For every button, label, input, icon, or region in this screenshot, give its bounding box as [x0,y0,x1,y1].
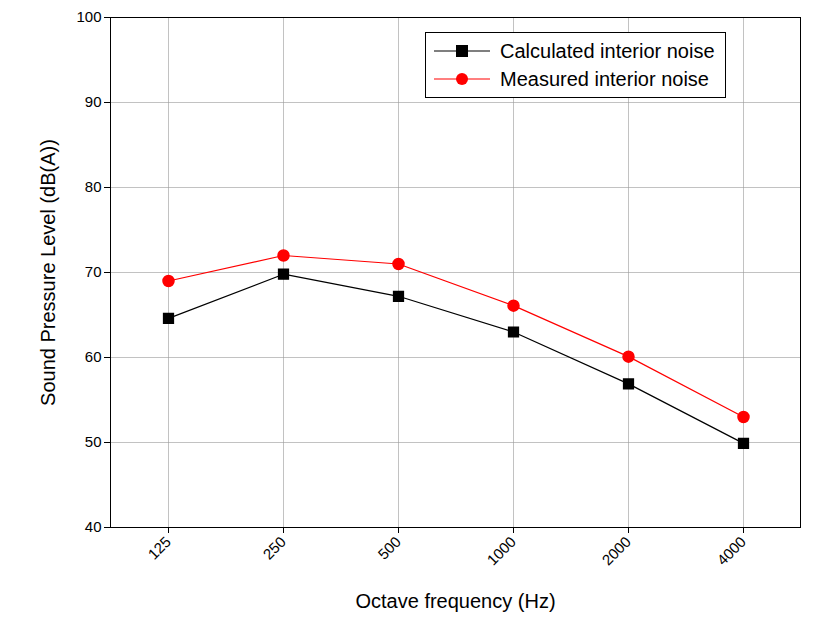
html-text:Measured interior noise: Measured interior noise [500,67,709,90]
svg-text:50: 50 [85,433,102,450]
svg-text:1000: 1000 [483,533,519,569]
svg-text:Octave frequency (Hz): Octave frequency (Hz) [355,590,555,612]
svg-text:250: 250 [259,533,289,563]
svg-text:125: 125 [144,533,174,563]
svg-text:60: 60 [85,348,102,365]
html-text:Calculated interior noise: Calculated interior noise [500,39,715,62]
svg-text:2000: 2000 [598,533,634,569]
svg-text:500: 500 [374,533,404,563]
svg-text:80: 80 [85,178,102,195]
svg-text:70: 70 [85,263,102,280]
svg-text:90: 90 [85,93,102,110]
svg-text:40: 40 [85,518,102,535]
svg-text:Sound Pressure Level (dB(A)): Sound Pressure Level (dB(A)) [37,139,59,406]
svg-text:100: 100 [76,8,101,25]
svg-text:4000: 4000 [713,533,749,569]
